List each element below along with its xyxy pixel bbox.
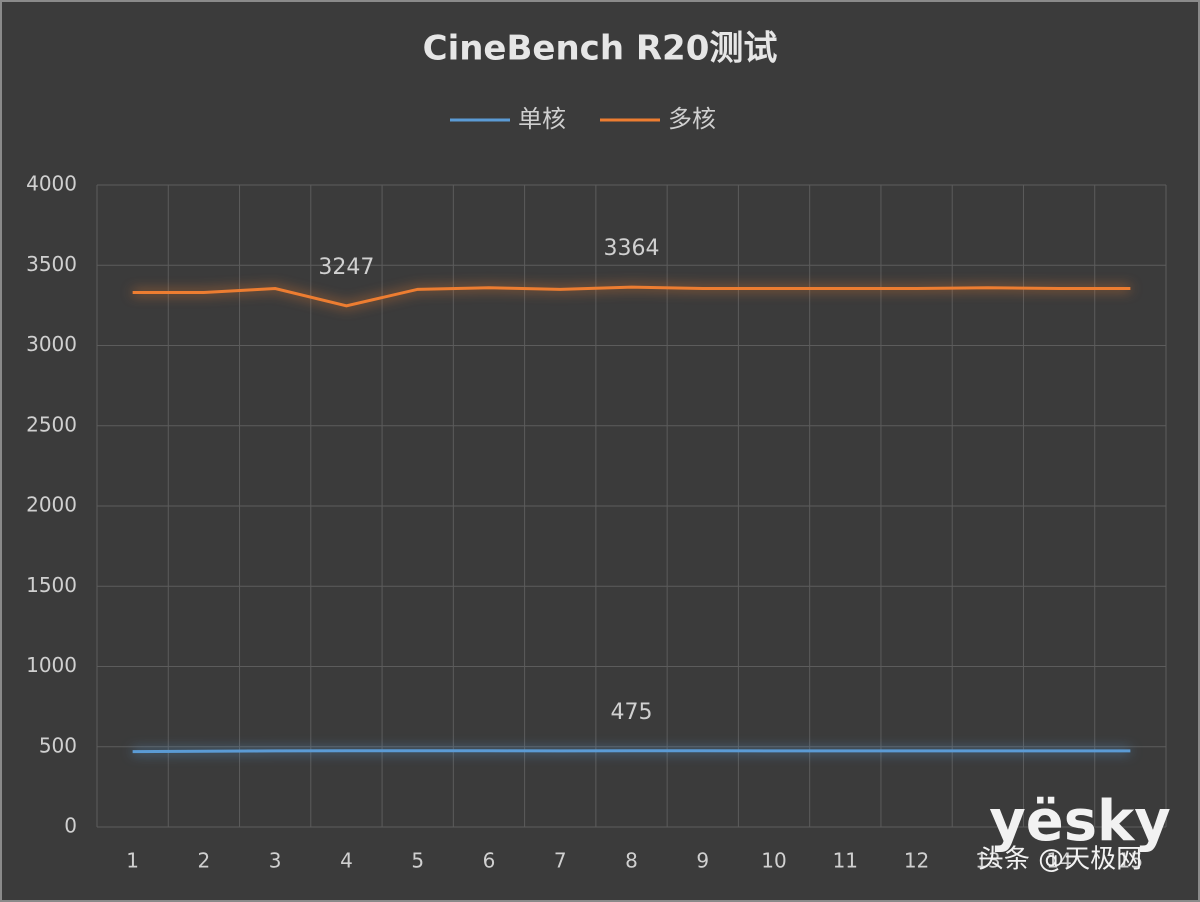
- x-tick-label: 9: [696, 849, 709, 873]
- x-tick-label: 1: [126, 849, 139, 873]
- x-tick-label: 2: [198, 849, 211, 873]
- x-tick-label: 13: [975, 849, 1000, 873]
- x-tick-label: 3: [269, 849, 282, 873]
- x-tick-label: 7: [554, 849, 567, 873]
- y-tick-label: 3000: [26, 332, 77, 356]
- y-tick-label: 1500: [26, 573, 77, 597]
- x-tick-label: 8: [625, 849, 638, 873]
- y-tick-label: 2500: [26, 412, 77, 436]
- y-tick-label: 2000: [26, 493, 77, 517]
- data-label: 3364: [604, 236, 660, 261]
- data-label: 3247: [318, 255, 374, 280]
- x-tick-label: 11: [833, 849, 858, 873]
- x-tick-label: 5: [411, 849, 424, 873]
- x-tick-label: 4: [340, 849, 353, 873]
- x-tick-label: 14: [1046, 849, 1071, 873]
- legend-label: 单核: [518, 105, 566, 133]
- x-tick-label: 10: [761, 849, 786, 873]
- x-tick-label: 15: [1118, 849, 1143, 873]
- watermark-logo: yësky: [989, 789, 1171, 854]
- x-tick-label: 12: [904, 849, 929, 873]
- y-tick-label: 3500: [26, 252, 77, 276]
- watermark-caption: 头条 @天极网: [978, 845, 1142, 875]
- line: [132, 749, 1131, 754]
- y-tick-label: 1000: [26, 653, 77, 677]
- chart-title: CineBench R20测试: [423, 29, 778, 69]
- y-tick-label: 4000: [26, 172, 77, 196]
- line: [132, 285, 1131, 308]
- y-tick-label: 500: [39, 733, 77, 757]
- y-tick-label: 0: [64, 814, 77, 838]
- data-label: 475: [611, 700, 653, 725]
- x-tick-label: 6: [483, 849, 496, 873]
- legend-label: 多核: [668, 105, 716, 133]
- watermark: yësky 头条 @天极网: [978, 789, 1171, 874]
